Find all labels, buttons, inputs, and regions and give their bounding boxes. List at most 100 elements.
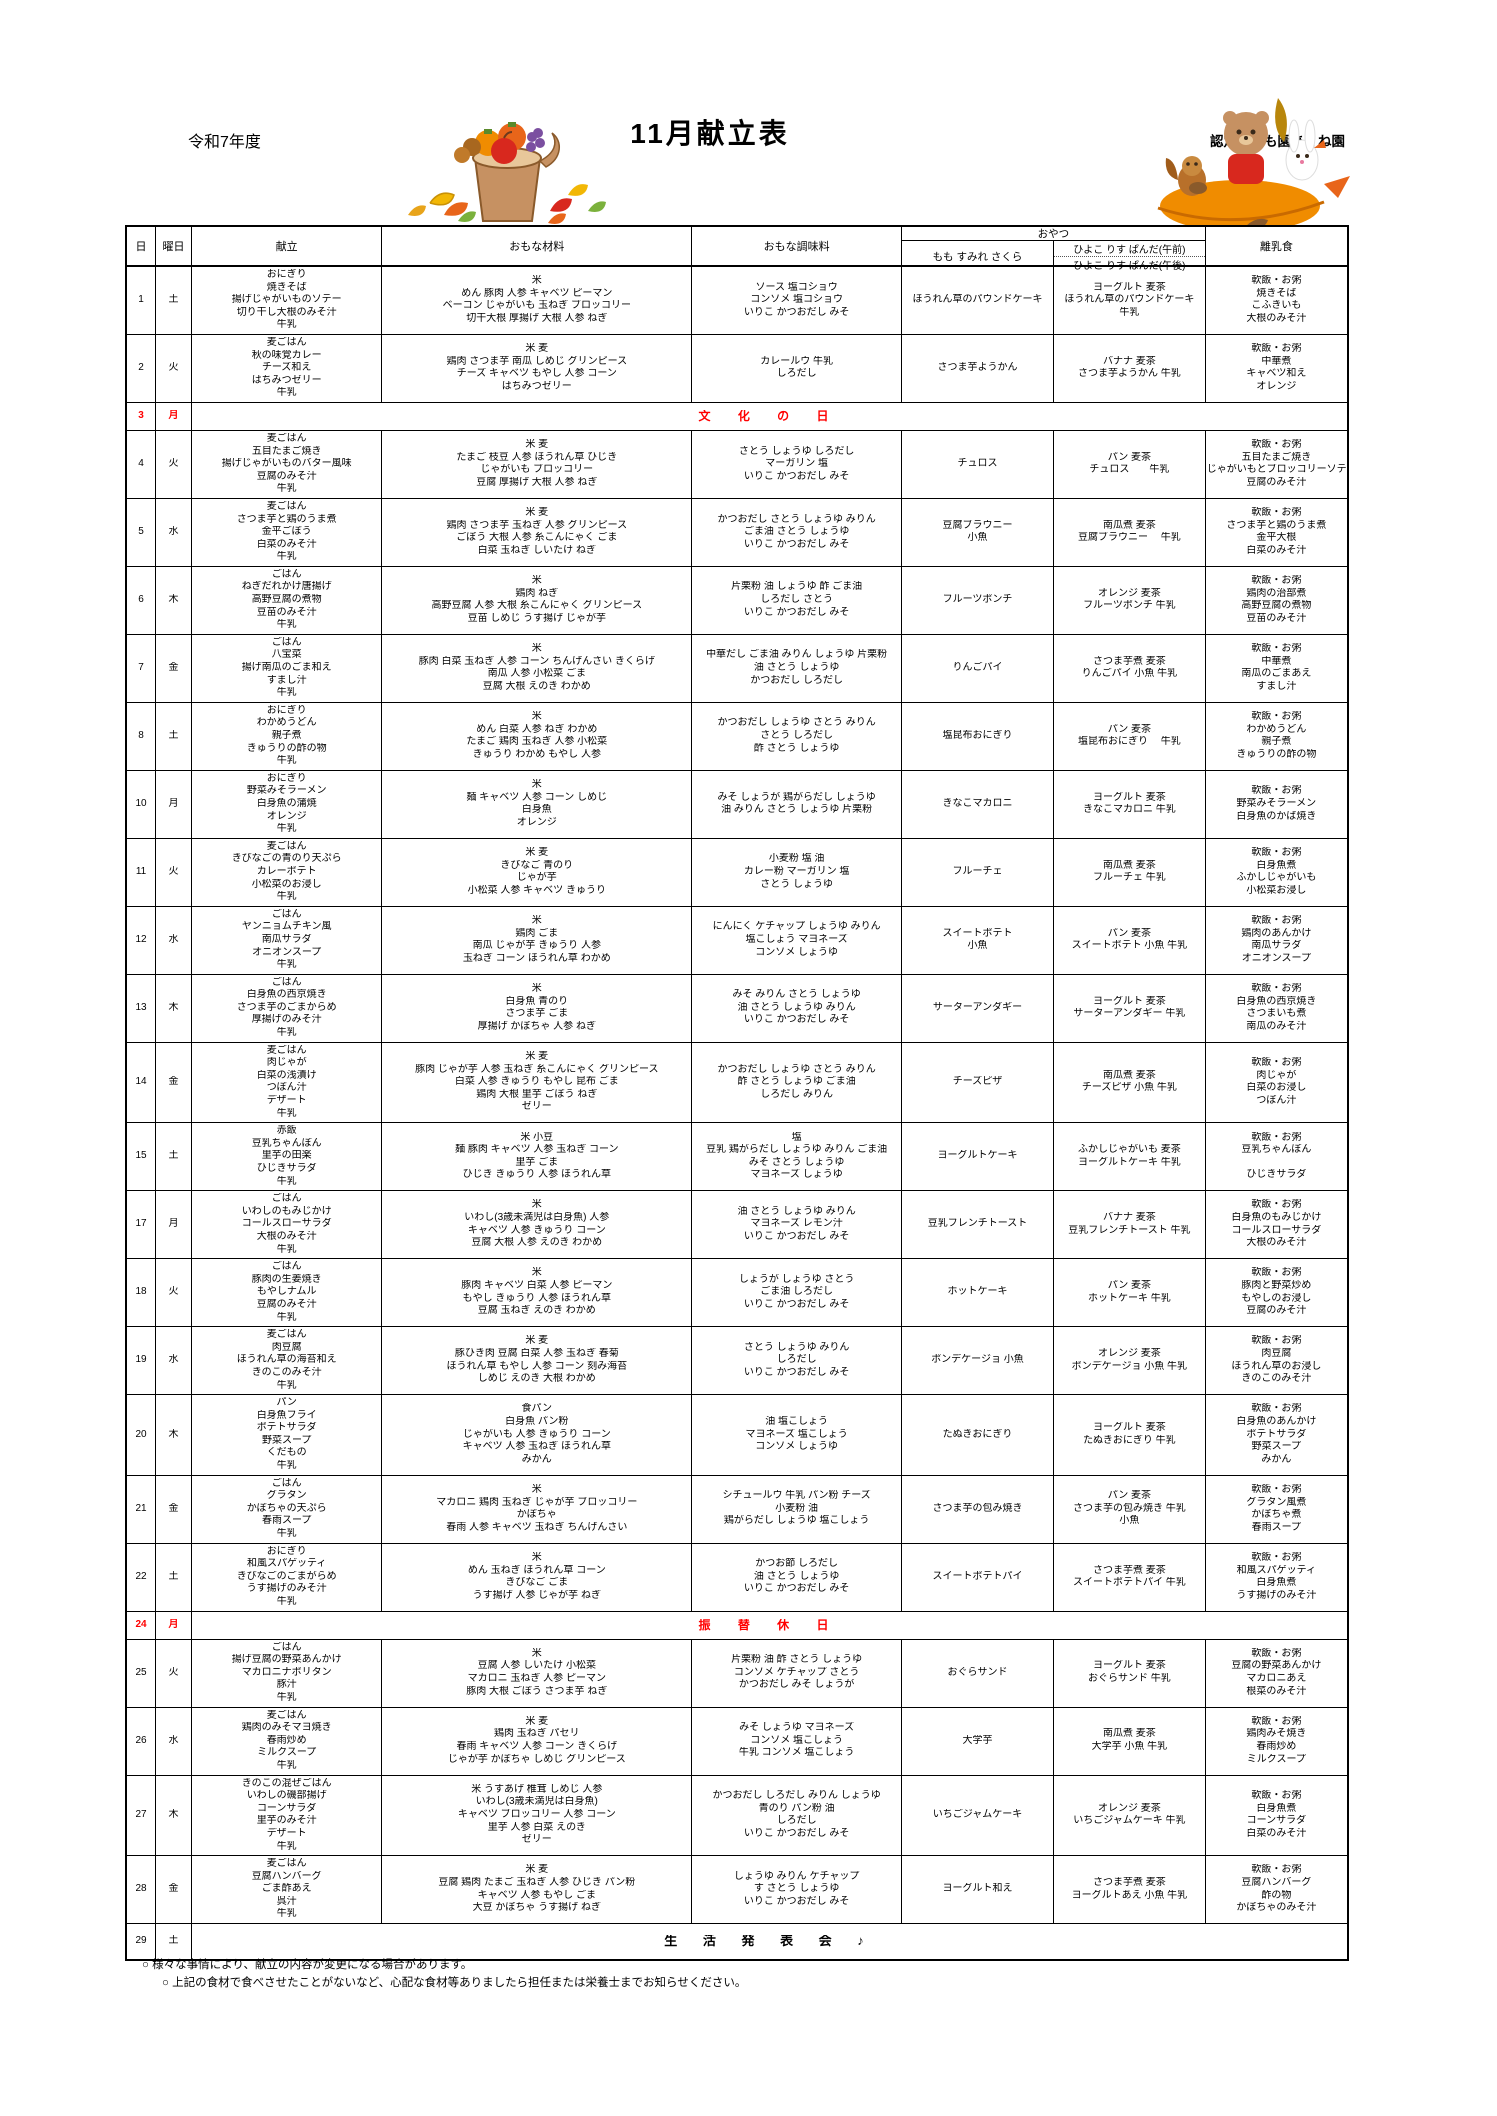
snack-older-classes-cell: りんごパイ <box>901 634 1053 702</box>
baby-food-cell: 軟飯・お粥 さつま芋と鶏のうま煮 金平大根 白菜のみそ汁 <box>1204 498 1347 566</box>
baby-food-cell: 軟飯・お粥 白身魚のあんかけ ポテトサラダ 野菜スープ みかん <box>1204 1395 1347 1475</box>
table-row-day-17: 17 月ごはん いわしのもみじかけ コールスローサラダ 大根のみそ汁 牛乳米いわし(3歳未… <box>127 1190 1347 1259</box>
ingredients-cell: 米めん 玉ねぎ ほうれん草 コーン きびなご ごま うす揚げ 人参 じゃが芋 ねぎ <box>381 1543 691 1611</box>
menu-cell: おにぎり 和風スパゲッティ きびなごのごまがらめ うす揚げのみそ汁 牛乳 <box>191 1543 381 1611</box>
baby-food-cell: 軟飯・お粥 グラタン風煮 かぼちゃ煮 春雨スープ <box>1204 1475 1347 1543</box>
weekday-cell: 火 <box>155 430 191 498</box>
table-row-day-2: 2 火麦ごはん 秋の味覚カレー チーズ和え はちみつゼリー 牛乳米 麦鶏肉 さつま芋 南瓜… <box>127 333 1347 402</box>
baby-food-cell: 軟飯・お粥 鶏肉のあんかけ 南瓜サラダ オニオンスープ <box>1204 906 1347 974</box>
menu-cell: おにぎり 焼きそば 揚げじゃがいものソテー 切り干し大根のみそ汁 牛乳 <box>191 267 381 334</box>
snack-older-classes-cell: フルーチェ <box>901 838 1053 906</box>
table-row-day-22: 22 土おにぎり 和風スパゲッティ きびなごのごまがらめ うす揚げのみそ汁 牛乳米めん 玉… <box>127 1542 1347 1611</box>
weekday-cell: 金 <box>155 1856 191 1924</box>
seasonings-cell: さとう しょうゆ しろだし マーガリン 塩いりこ かつおだし みそ <box>691 430 901 498</box>
weekday-cell: 土 <box>155 702 191 770</box>
seasonings-cell: 油 塩こしょう マヨネーズ 塩こしょう コンソメ しょうゆ <box>691 1395 901 1475</box>
menu-table: 日 曜日 献立 おもな材料 おもな調味料 おやつ もも すみれ さくら ひよこ … <box>125 225 1349 1962</box>
weekday-cell: 木 <box>155 1775 191 1856</box>
seasonings-cell: シチュールウ 牛乳 パン粉 チーズ 小麦粉 油鶏がらだし しょうゆ 塩こしょう <box>691 1475 901 1543</box>
menu-cell: ごはん いわしのもみじかけ コールスローサラダ 大根のみそ汁 牛乳 <box>191 1191 381 1259</box>
baby-food-cell: 軟飯・お粥 鶏肉みそ焼き 春雨炒め ミルクスープ <box>1204 1707 1347 1775</box>
baby-food-cell: 軟飯・お粥 豆腐ハンバーグ 酢の物 かぼちゃのみそ汁 <box>1204 1856 1347 1924</box>
day-cell: 1 <box>138 294 144 306</box>
table-row-day-24: 24 月振 替 休 日 <box>127 1610 1347 1639</box>
ingredients-cell: 米 麦たまご 枝豆 人参 ほうれん草 ひじき じゃがいも ブロッコリー 豆腐 厚揚げ… <box>381 430 691 498</box>
snack-younger-classes-cell: ヨーグルト 麦茶 おぐらサンド 牛乳 <box>1052 1639 1205 1707</box>
header-snack-group: おやつ もも すみれ さくら ひよこ りす ぱんだ(午前) ひよこ りす ぱんだ… <box>901 227 1205 272</box>
footer-notes: ○ 様々な事情により、献立の内容が変更になる場合があります。 ○ 上記の食材で食… <box>142 1956 746 1992</box>
snack-younger-classes-cell: ヨーグルト 麦茶 たぬきおにぎり 牛乳 <box>1052 1395 1205 1475</box>
baby-food-cell: 軟飯・お粥 野菜みそラーメン 白身魚のかば焼き <box>1204 770 1347 838</box>
table-row-day-6: 6 木ごはん ねぎだれかけ唐揚げ 高野豆腐の煮物 豆苗のみそ汁 牛乳米鶏肉 ねぎ 高野豆腐 … <box>127 565 1347 634</box>
snack-younger-classes-cell: 南瓜煮 麦茶 豆腐ブラウニー 牛乳 <box>1052 498 1205 566</box>
snack-younger-classes-cell: さつま芋煮 麦茶 りんごパイ 小魚 牛乳 <box>1052 634 1205 702</box>
header-baby-food: 離乳食 <box>1204 227 1347 265</box>
special-day-label: 文 化 の 日 <box>191 402 1347 430</box>
table-row-day-27: 27 木きのこの混ぜごはん いわしの磯部揚げ コーンサラダ 里芋のみそ汁 デザート 牛乳米 … <box>127 1774 1347 1856</box>
header-snack-pm: ひよこ りす ぱんだ(午後) <box>1073 261 1186 272</box>
snack-older-classes-cell: 大学芋 <box>901 1707 1053 1775</box>
weekday-cell: 水 <box>155 1327 191 1395</box>
day-cell: 20 <box>135 1428 147 1440</box>
ingredients-cell: 米豚肉 白菜 玉ねぎ 人参 コーン ちんげんさい きくらげ 南瓜 人参 小松菜 ご… <box>381 634 691 702</box>
day-cell: 12 <box>135 933 147 945</box>
snack-younger-classes-cell: パン 麦茶 チュロス 牛乳 <box>1052 430 1205 498</box>
footer-note: ○ 様々な事情により、献立の内容が変更になる場合があります。 <box>142 1959 473 1971</box>
menu-cell: おにぎり わかめうどん 親子煮 きゅうりの酢の物 牛乳 <box>191 702 381 770</box>
table-row-day-4: 4 火麦ごはん 五目たまご焼き 揚げじゃがいものバター風味 豆腐のみそ汁 牛乳米 麦たまご… <box>127 429 1347 498</box>
table-row-day-21: 21 金ごはん グラタン かぼちゃの天ぷら 春雨スープ 牛乳米マカロニ 鶏肉 玉ねぎ じゃ… <box>127 1474 1347 1543</box>
snack-younger-classes-cell: オレンジ 麦茶 フルーツポンチ 牛乳 <box>1052 566 1205 634</box>
ingredients-cell: 米めん 豚肉 人参 キャベツ ピーマン ベーコン じゃがいも 玉ねぎ ブロッコリー… <box>381 267 691 334</box>
day-cell: 24 <box>135 1618 147 1630</box>
seasonings-cell: にんにく ケチャップ しょうゆ みりん 塩こしょう マヨネーズ コンソメ しょうゆ <box>691 906 901 974</box>
snack-older-classes-cell: ほうれん草のパウンドケーキ <box>901 267 1053 334</box>
weekday-cell: 木 <box>155 1395 191 1475</box>
seasonings-cell: かつおだし しょうゆ さとう みりん さとう しろだし酢 さとう しょうゆ <box>691 702 901 770</box>
day-cell: 26 <box>135 1734 147 1746</box>
weekday-cell: 火 <box>155 334 191 402</box>
header-ingredients: おもな材料 <box>381 227 691 265</box>
ingredients-cell: 米 麦豚肉 じゃが芋 人参 玉ねぎ 糸こんにゃく グリンピース 白菜 人参 きゅう… <box>381 1042 691 1123</box>
table-row-day-8: 8 土おにぎり わかめうどん 親子煮 きゅうりの酢の物 牛乳米めん 白菜 人参 ねぎ わか… <box>127 701 1347 770</box>
snack-older-classes-cell: 塩昆布おにぎり <box>901 702 1053 770</box>
table-row-day-29: 29 土生 活 発 表 会 ♪ <box>127 1923 1347 1960</box>
day-cell: 21 <box>135 1502 147 1514</box>
day-cell: 6 <box>138 594 144 606</box>
menu-table-body: 1 土 おにぎり 焼きそば 揚げじゃがいものソテー 切り干し大根のみそ汁 牛乳米めん 豚肉 … <box>127 267 1347 1960</box>
table-row-day-26: 26 水麦ごはん 鶏肉のみそマヨ焼き 春雨炒め ミルクスープ 牛乳米 麦鶏肉 玉ねぎ パセ… <box>127 1706 1347 1775</box>
snack-younger-classes-cell: ヨーグルト 麦茶 ほうれん草のパウンドケーキ 牛乳 <box>1052 267 1205 334</box>
weekday-cell: 月 <box>155 402 191 430</box>
seasonings-cell: 塩豆乳 鶏がらだし しょうゆ みりん ごま油 みそ さとう しょうゆ マヨネーズ し… <box>691 1123 901 1191</box>
table-row-day-20: 20 木パン 白身魚フライ ポテトサラダ 野菜スープ くだもの 牛乳 食パン 白身魚 パン粉 じゃ… <box>127 1394 1347 1475</box>
seasonings-cell: カレールウ 牛乳 しろだし <box>691 334 901 402</box>
ingredients-cell: 米 麦豆腐 鶏肉 たまご 玉ねぎ 人参 ひじき パン粉 キャベツ 人参 もやし ご… <box>381 1856 691 1924</box>
animals-on-leaf-illustration <box>1157 98 1350 232</box>
header-snack-classes-2: ひよこ りす ぱんだ(午前) ひよこ りす ぱんだ(午後) <box>1052 241 1205 272</box>
seasonings-cell: さとう しょうゆ みりん しろだし いりこ かつおだし みそ <box>691 1327 901 1395</box>
baby-food-cell: 軟飯・お粥 白身魚のもみじかけ コールスローサラダ 大根のみそ汁 <box>1204 1191 1347 1259</box>
day-cell: 8 <box>138 730 144 741</box>
weekday-cell: 土 <box>155 1123 191 1191</box>
day-cell: 13 <box>135 1001 147 1013</box>
snack-older-classes-cell: ヨーグルトケーキ <box>901 1123 1053 1191</box>
seasonings-cell: 片栗粉 油 酢 さとう しょうゆ コンソメ ケチャップ さとう かつおだし みそ し… <box>691 1639 901 1707</box>
snack-older-classes-cell: ヨーグルト和え <box>901 1856 1053 1924</box>
weekday-cell: 火 <box>155 1639 191 1707</box>
snack-younger-classes-cell: 南瓜煮 麦茶 フルーチェ 牛乳 <box>1052 838 1205 906</box>
baby-food-cell: 軟飯・お粥 鶏肉の治部煮 高野豆腐の煮物 豆苗のみそ汁 <box>1204 566 1347 634</box>
table-row-day-5: 5 水麦ごはん さつま芋と鶏のうま煮 金平ごぼう 白菜のみそ汁 牛乳米 麦鶏肉 さつま芋 … <box>127 497 1347 566</box>
baby-food-cell: 軟飯・お粥 豚肉と野菜炒め もやしのお浸し 豆腐のみそ汁 <box>1204 1259 1347 1327</box>
menu-cell: 麦ごはん 鶏肉のみそマヨ焼き 春雨炒め ミルクスープ 牛乳 <box>191 1707 381 1775</box>
menu-cell: ごはん 八宝菜 揚げ南瓜のごま和え すまし汁 牛乳 <box>191 634 381 702</box>
header-snack-classes-1: もも すみれ さくら <box>932 251 1023 263</box>
snack-older-classes-cell: 豆乳フレンチトースト <box>901 1191 1053 1259</box>
ingredients-cell: 米めん 白菜 人参 ねぎ わかめ たまご 鶏肉 玉ねぎ 人参 小松菜 きゅうり わか… <box>381 702 691 770</box>
ingredients-cell: 米鶏肉 ねぎ 高野豆腐 人参 大根 糸こんにゃく グリンピース 豆苗 しめじ うす揚… <box>381 566 691 634</box>
ingredients-cell: 食パン 白身魚 パン粉 じゃがいも 人参 きゅうり コーン キャベツ 人参 玉ねぎ ほ… <box>381 1395 691 1475</box>
special-day-label: 生 活 発 表 会 ♪ <box>191 1924 1347 1960</box>
weekday-cell: 月 <box>155 1611 191 1639</box>
seasonings-cell: 小麦粉 塩 油カレー粉 マーガリン 塩さとう しょうゆ <box>691 838 901 906</box>
day-cell: 11 <box>135 865 147 877</box>
menu-cell: ごはん ねぎだれかけ唐揚げ 高野豆腐の煮物 豆苗のみそ汁 牛乳 <box>191 566 381 634</box>
table-row-day-1: 1 土おにぎり 焼きそば 揚げじゃがいものソテー 切り干し大根のみそ汁 牛乳米めん 豚肉 … <box>127 267 1347 334</box>
